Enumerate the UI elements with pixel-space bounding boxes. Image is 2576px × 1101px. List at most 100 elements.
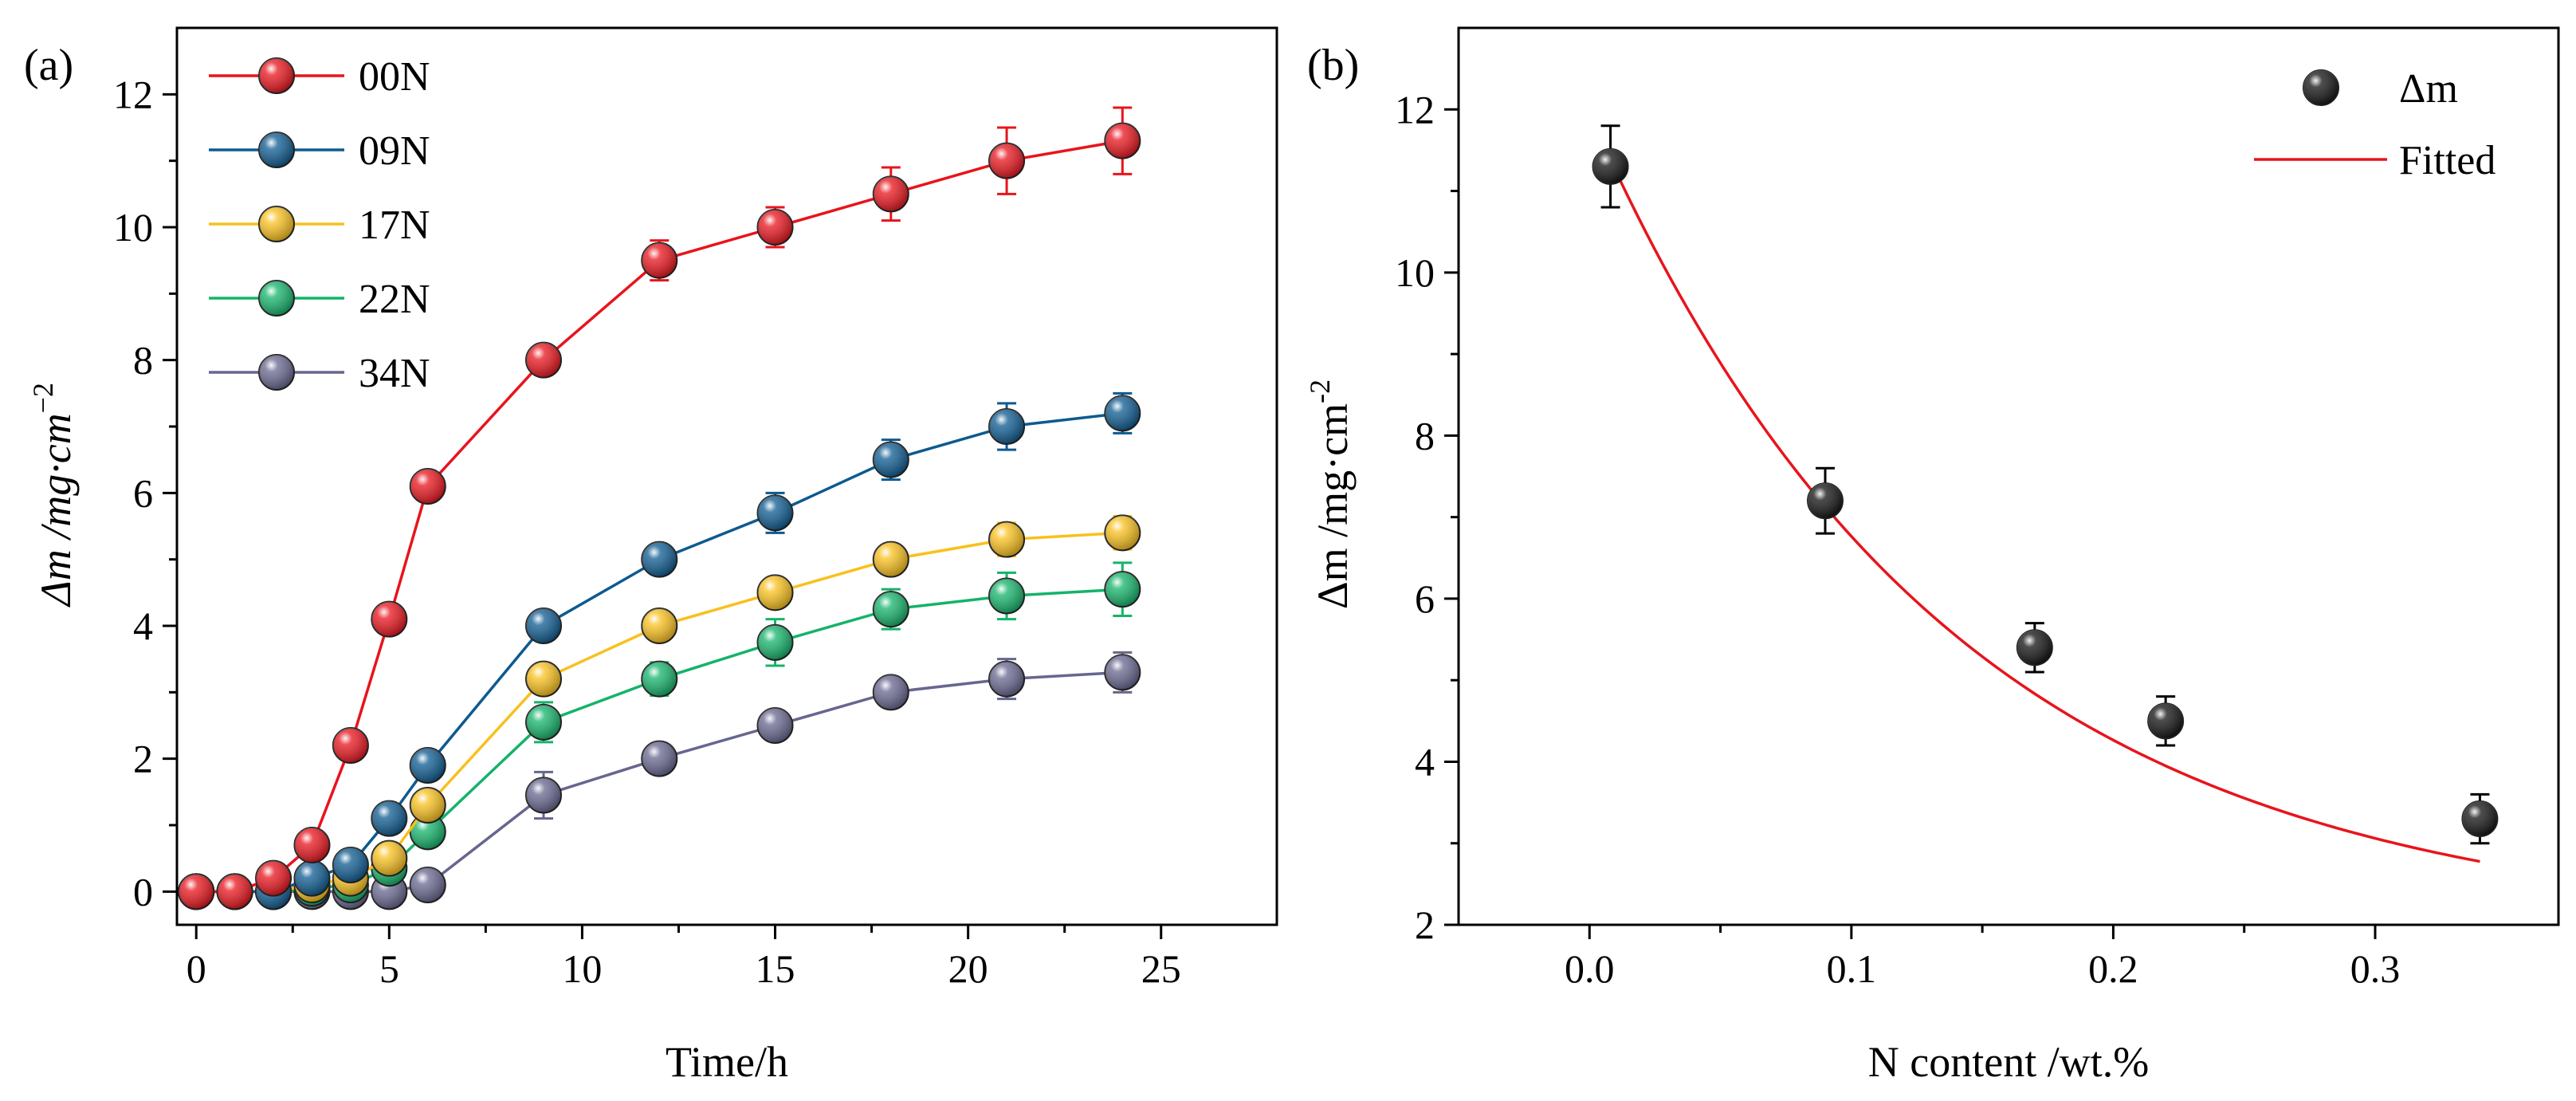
legend-item-22N: 22N xyxy=(209,277,430,322)
series-22N-point-shade xyxy=(1105,572,1141,608)
series-09N-point xyxy=(756,494,794,532)
series-00N-point xyxy=(178,873,215,910)
legend-item-17N: 17N xyxy=(209,203,430,248)
series-09N-point-shade xyxy=(294,860,330,896)
series-17N-point xyxy=(641,608,678,644)
series-00N-point-shade xyxy=(873,176,909,212)
panel-a-y-tick-label: 8 xyxy=(133,338,153,383)
fitted-curve xyxy=(1608,159,2480,863)
series-00N-point xyxy=(872,175,909,213)
data-point-shade xyxy=(1592,148,1628,184)
legend-item-09N: 09N xyxy=(209,128,430,174)
series-09N-point xyxy=(525,608,562,644)
series-34N-point xyxy=(1104,654,1141,691)
legend-00N-marker-shade xyxy=(259,58,294,93)
series-09N-point-shade xyxy=(410,748,446,783)
series-00N-point-shade xyxy=(757,210,793,245)
series-00N-point xyxy=(988,142,1026,179)
legend-34N-label: 34N xyxy=(359,351,430,396)
panel-a-chart: (a) 0 5 10 15 20 25 0 2 4 6 8 10 12 Time/h Δm /mg·c… xyxy=(24,26,1278,1086)
series-09N-point-shade xyxy=(989,409,1025,444)
legend-34N-marker xyxy=(258,354,295,391)
series-34N-point-shade xyxy=(1105,655,1141,690)
series-09N-point xyxy=(293,859,331,897)
panel-b-y-tick-label: 10 xyxy=(1395,250,1435,295)
series-00N-point xyxy=(641,242,678,279)
panel-a-y-axis-label-text: Δm /mg·cm xyxy=(32,413,80,608)
legend-00N-marker xyxy=(258,57,295,94)
legend-00N-label: 00N xyxy=(359,54,430,100)
series-00N-point-shade xyxy=(217,874,253,910)
panel-a-y-axis: 0 2 4 6 8 10 12 xyxy=(113,72,177,914)
data-point-shade xyxy=(1808,483,1843,519)
series-17N-point-shade xyxy=(526,661,561,697)
series-00N-point xyxy=(525,341,562,379)
legend-item-fitted: Fitted xyxy=(2254,138,2496,183)
series-00N-point xyxy=(332,727,369,764)
legend-fitted-label: Fitted xyxy=(2399,138,2496,183)
series-00N-point-shade xyxy=(294,828,330,863)
series-17N-line xyxy=(196,531,1123,894)
panel-a-label: (a) xyxy=(24,41,73,90)
series-09N-point-shade xyxy=(642,541,677,577)
series-22N-point xyxy=(872,591,909,628)
panel-a-x-tick-label: 10 xyxy=(562,946,602,991)
data-point xyxy=(2461,800,2499,838)
series-09N-point xyxy=(1104,395,1141,432)
series-00N-point-shade xyxy=(989,143,1025,179)
series-00N-point-shade xyxy=(371,601,407,637)
panel-a-x-axis: 0 5 10 15 20 25 xyxy=(187,925,1181,991)
series-09N-point-shade xyxy=(371,800,407,836)
panel-a-y-axis-label: Δm /mg·cm−2 xyxy=(27,383,80,608)
series-22N-point xyxy=(641,660,678,698)
series-22N-point-shade xyxy=(989,578,1025,614)
legend-17N-marker-shade xyxy=(259,206,294,242)
panel-b-x-axis-label: N content /wt.% xyxy=(1868,1038,2149,1086)
series-17N-point-shade xyxy=(410,788,446,823)
series-17N-point xyxy=(409,787,446,824)
legend-item-00N: 00N xyxy=(209,54,430,100)
panel-b-x-tick-label: 0.0 xyxy=(1565,946,1615,991)
series-00N-point xyxy=(371,600,408,638)
legend-09N-label: 09N xyxy=(359,128,430,174)
series-22N-point-shade xyxy=(526,704,561,740)
panel-a-x-tick-label: 20 xyxy=(948,946,988,991)
panel-a-x-axis-label: Time/h xyxy=(666,1038,788,1086)
series-34N-point-shade xyxy=(410,867,446,902)
data-point-shade xyxy=(2016,630,2052,666)
legend-22N-label: 22N xyxy=(359,277,430,322)
series-09N-point-shade xyxy=(526,608,561,643)
panel-b-x-axis: 0.0 0.1 0.2 0.3 xyxy=(1565,925,2400,991)
panel-b-y-tick-label: 12 xyxy=(1395,87,1435,132)
series-34N-point-shade xyxy=(873,674,909,710)
series-09N-point xyxy=(371,800,408,837)
panel-a-x-tick-label: 25 xyxy=(1141,946,1181,991)
series-22N-point xyxy=(1104,571,1141,608)
legend-item-34N: 34N xyxy=(209,351,430,396)
panel-b-x-tick-label: 0.2 xyxy=(2088,946,2138,991)
panel-a-y-axis-label-sup: −2 xyxy=(27,383,59,413)
panel-a-y-tick-label: 0 xyxy=(133,869,153,914)
series-00N-point-shade xyxy=(1105,123,1141,159)
series-17N-point-shade xyxy=(642,608,677,643)
series-17N-point xyxy=(371,840,408,877)
series-34N-point xyxy=(409,867,446,903)
panel-b-y-tick-label: 2 xyxy=(1415,902,1435,947)
series-09N-point-shade xyxy=(757,495,793,531)
panel-b-x-tick-label: 0.3 xyxy=(2350,946,2401,991)
series-17N-point-shade xyxy=(873,541,909,577)
legend-34N-marker-shade xyxy=(259,355,294,390)
panel-b-plot-area xyxy=(1592,124,2499,863)
panel-b-y-axis-label-text: Δm /mg·cm xyxy=(1309,403,1357,609)
series-22N-point-shade xyxy=(642,661,677,697)
data-point xyxy=(1807,482,1844,520)
series-09N-point-shade xyxy=(332,847,368,883)
legend-09N-marker xyxy=(258,132,295,168)
panel-a-y-tick-label: 6 xyxy=(133,470,153,515)
panel-a-x-tick-label: 15 xyxy=(756,946,795,991)
series-00N-point xyxy=(1104,122,1141,159)
series-34N-point xyxy=(756,707,794,744)
data-point-shade xyxy=(2148,703,2184,739)
data-point-shade xyxy=(2462,801,2498,837)
panel-a-y-tick-label: 12 xyxy=(113,72,153,116)
